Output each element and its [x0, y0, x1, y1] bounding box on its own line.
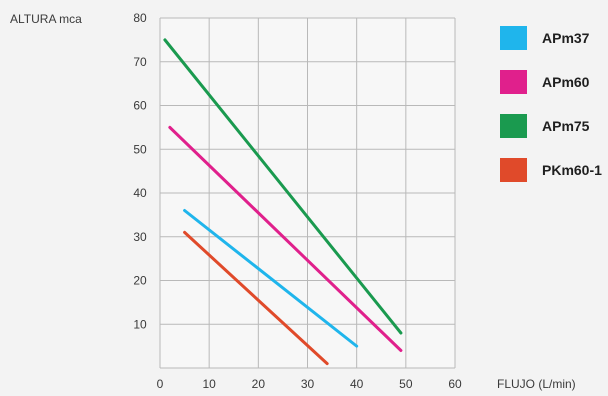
- legend-label-apm75: APm75: [542, 118, 590, 134]
- y-tick-label: 80: [133, 11, 147, 25]
- series-lines: [163, 38, 403, 366]
- series-line-pkm60-1: [183, 230, 329, 366]
- legend: APm37 APm60 APm75 PKm60-1: [500, 26, 602, 182]
- y-tick-label: 40: [133, 186, 147, 200]
- x-tick-label: 50: [399, 377, 413, 391]
- x-tick-label: 30: [301, 377, 315, 391]
- x-tick-label: 20: [252, 377, 266, 391]
- legend-swatch-apm75: [500, 114, 527, 138]
- series-line-apm60: [168, 125, 403, 352]
- legend-swatch-apm37: [500, 26, 527, 50]
- y-tick-label: 30: [133, 230, 147, 244]
- y-tick-label: 70: [133, 55, 147, 69]
- y-tick-label: 20: [133, 274, 147, 288]
- x-tick-label: 0: [157, 377, 164, 391]
- y-tick-label: 60: [133, 99, 147, 113]
- grid: [159, 17, 456, 369]
- legend-label-apm37: APm37: [542, 30, 590, 46]
- x-axis-title: FLUJO (L/min): [497, 377, 576, 391]
- series-line-apm37: [183, 209, 359, 348]
- legend-swatch-apm60: [500, 70, 527, 94]
- series-line-apm75: [163, 38, 403, 335]
- x-tick-label: 40: [350, 377, 364, 391]
- x-tick-label: 10: [202, 377, 216, 391]
- x-tick-label: 60: [448, 377, 462, 391]
- y-tick-label: 50: [133, 142, 147, 156]
- tick-labels: 0 10 20 30 40 50 60 10 20 30 40 50 60 70 80: [133, 11, 462, 391]
- legend-label-apm60: APm60: [542, 74, 590, 90]
- legend-swatch-pkm60-1: [500, 158, 527, 182]
- legend-label-pkm60-1: PKm60-1: [542, 162, 602, 178]
- y-tick-label: 10: [133, 317, 147, 331]
- y-axis-title: ALTURA mca: [10, 12, 82, 26]
